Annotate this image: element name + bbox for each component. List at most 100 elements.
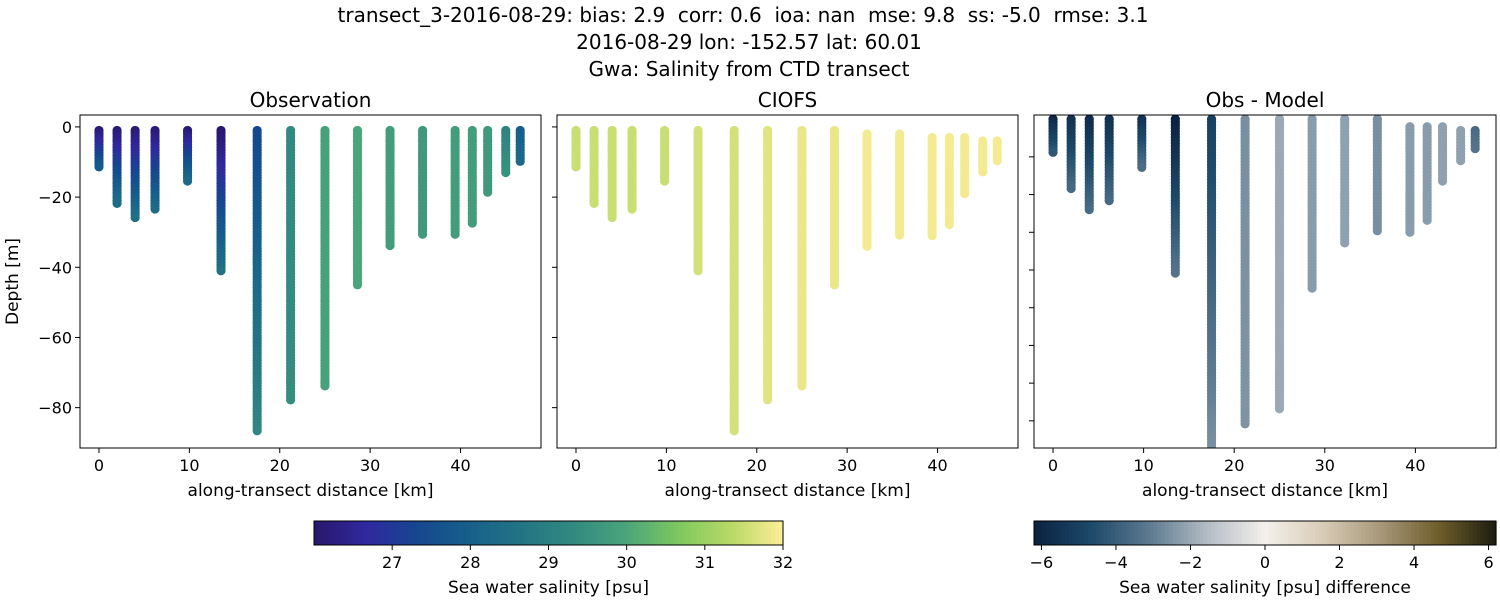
colorbar-segment bbox=[708, 521, 714, 545]
colorbar-segment bbox=[1238, 521, 1243, 545]
colorbar-segment bbox=[1457, 521, 1462, 545]
colorbar-segment bbox=[1230, 521, 1235, 545]
colorbar-segment bbox=[474, 521, 479, 545]
colorbar-segment bbox=[493, 521, 499, 545]
colorbar-segment bbox=[1180, 521, 1185, 545]
station-profile bbox=[352, 125, 363, 290]
colorbar-segment bbox=[329, 521, 335, 545]
colorbar-segment bbox=[1426, 521, 1432, 545]
data-point bbox=[1104, 196, 1114, 206]
colorbar-segment bbox=[654, 521, 659, 545]
colorbar-segment bbox=[1315, 521, 1320, 545]
station-profile bbox=[1470, 125, 1480, 154]
panel-1: CIOFS 0 10 20 30 40 along-transect distance [k… bbox=[552, 88, 1019, 501]
colorbar-segment bbox=[1330, 521, 1335, 545]
colorbar-segment bbox=[646, 521, 651, 545]
colorbar-tick-label: 28 bbox=[460, 553, 480, 572]
colorbar-segment bbox=[372, 521, 378, 545]
colorbar-segment bbox=[513, 521, 518, 545]
colorbar-segment bbox=[1203, 521, 1208, 545]
colorbar-segment bbox=[1226, 521, 1231, 545]
colorbar-tick-label: 30 bbox=[616, 553, 636, 572]
colorbar-segment bbox=[1291, 521, 1297, 545]
colorbar-segment bbox=[1345, 521, 1351, 545]
station-profile bbox=[829, 125, 840, 290]
colorbar-tick-label: 27 bbox=[382, 553, 402, 572]
colorbar-segment bbox=[1438, 521, 1443, 545]
colorbar-tick-label: 29 bbox=[538, 553, 558, 572]
colorbar-segment bbox=[1399, 521, 1405, 545]
x-tick-label: 10 bbox=[1133, 456, 1153, 475]
colorbar-segment bbox=[571, 521, 577, 545]
colorbar-segment bbox=[454, 521, 460, 545]
x-tick-label: 30 bbox=[837, 456, 857, 475]
colorbar-segment bbox=[1041, 521, 1047, 545]
colorbar-segment bbox=[396, 521, 401, 545]
colorbar-segment bbox=[587, 521, 593, 545]
colorbar-segment bbox=[532, 521, 538, 545]
colorbar-segment bbox=[1326, 521, 1332, 545]
station-profile bbox=[182, 125, 193, 186]
x-tick-label: 20 bbox=[270, 456, 290, 475]
station-profile bbox=[797, 125, 807, 391]
colorbar-segment bbox=[462, 521, 468, 545]
data-point bbox=[216, 266, 226, 276]
station-profile bbox=[515, 125, 525, 166]
data-point bbox=[978, 167, 988, 177]
station-profile bbox=[94, 125, 104, 172]
colorbar-segment bbox=[364, 521, 370, 545]
colorbar-segment bbox=[1449, 521, 1455, 545]
x-tick-label: 10 bbox=[179, 456, 199, 475]
colorbar-segment bbox=[353, 521, 358, 545]
x-tick-label: 10 bbox=[656, 456, 676, 475]
colorbar-segment bbox=[1080, 521, 1085, 545]
station-profile bbox=[1274, 115, 1285, 414]
x-axis-label: along-transect distance [km] bbox=[188, 481, 434, 501]
colorbar-segment bbox=[779, 521, 784, 545]
data-point bbox=[450, 229, 460, 239]
colorbar-segment bbox=[392, 521, 397, 545]
colorbar-segment bbox=[1076, 521, 1081, 545]
colorbar-segment bbox=[1295, 521, 1301, 545]
data-point bbox=[1274, 404, 1285, 414]
colorbar-segment bbox=[1111, 521, 1116, 545]
colorbar-segment bbox=[1199, 521, 1204, 545]
colorbar-segment bbox=[583, 521, 589, 545]
data-point bbox=[960, 189, 970, 199]
colorbar-segment bbox=[1480, 521, 1486, 545]
colorbar-segment bbox=[685, 521, 690, 545]
colorbar-segment bbox=[1384, 521, 1389, 545]
colorbar-segment bbox=[747, 521, 753, 545]
x-axis-label: along-transect distance [km] bbox=[665, 481, 911, 501]
x-tick-label: 0 bbox=[571, 456, 581, 475]
colorbar-segment bbox=[1361, 521, 1366, 545]
title-line-1: transect_3-2016-08-29: bias: 2.9 corr: 0… bbox=[338, 3, 1149, 27]
data-point bbox=[1470, 143, 1480, 154]
colorbar-segment bbox=[1153, 521, 1158, 545]
station-profile bbox=[1170, 115, 1180, 278]
colorbar-segment bbox=[345, 521, 350, 545]
colorbar-segment bbox=[1045, 521, 1050, 545]
colorbar-segment bbox=[564, 521, 569, 545]
colorbar-diff: −6 −4 −2 0 2 4 6 Sea water salinity [psu] diffe… bbox=[1030, 520, 1497, 598]
colorbar-segment bbox=[1415, 521, 1420, 545]
colorbar-segment bbox=[525, 521, 530, 545]
colorbar-segment bbox=[317, 521, 323, 545]
colorbar-tick-label: −6 bbox=[1030, 553, 1054, 572]
data-point bbox=[1456, 156, 1466, 166]
x-tick-label: 20 bbox=[747, 456, 767, 475]
colorbar-segment bbox=[1268, 521, 1274, 545]
colorbar-segment bbox=[1338, 521, 1343, 545]
colorbar-segment bbox=[482, 521, 487, 545]
data-point bbox=[252, 426, 262, 436]
x-tick-label: 30 bbox=[360, 456, 380, 475]
colorbar-segment bbox=[1472, 521, 1478, 545]
colorbar-segment bbox=[1307, 521, 1312, 545]
colorbar-segment bbox=[442, 521, 448, 545]
colorbar-segment bbox=[1107, 521, 1112, 545]
colorbar-segment bbox=[435, 521, 440, 545]
colorbar-segment bbox=[521, 521, 526, 545]
data-point bbox=[1066, 183, 1076, 194]
colorbar-segment bbox=[634, 521, 639, 545]
